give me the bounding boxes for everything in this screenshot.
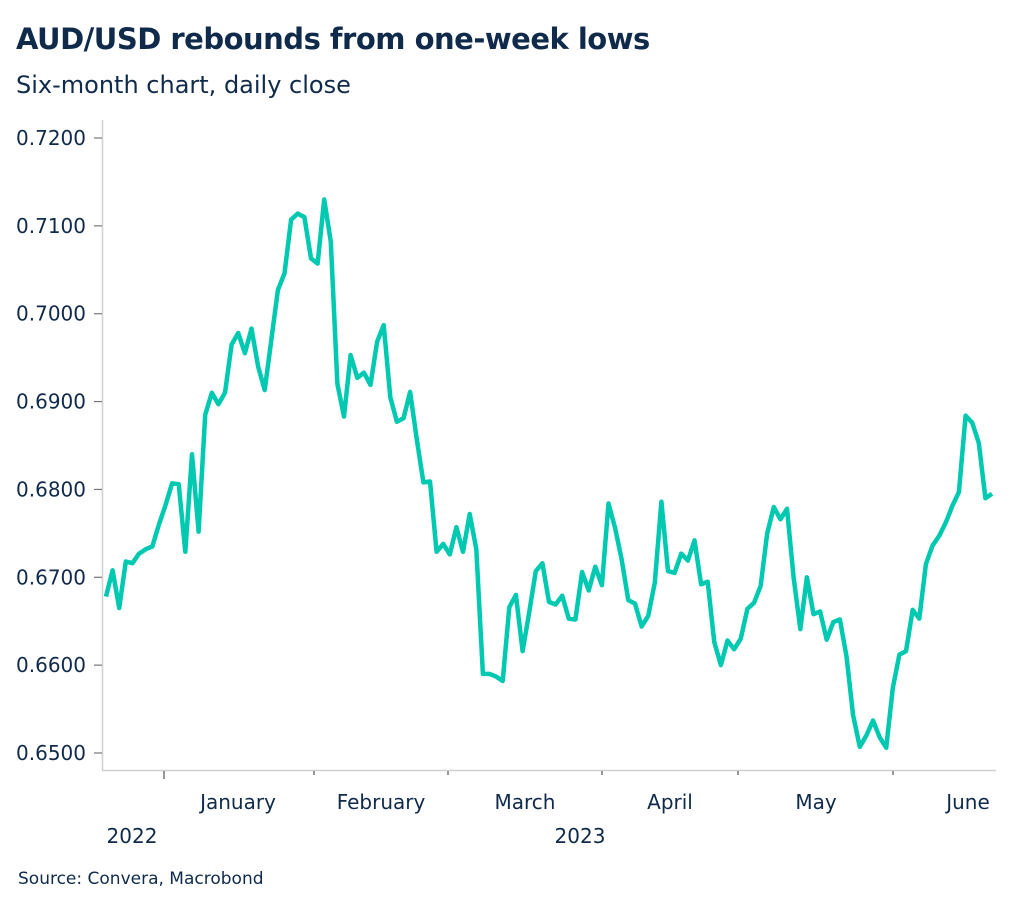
y-tick-label: 0.6700 xyxy=(16,565,86,589)
x-tick-label-march: March xyxy=(495,790,556,814)
x-tick-label-june: June xyxy=(944,790,990,814)
x-axis-ticks xyxy=(163,771,894,779)
x-tick-label-february: February xyxy=(337,790,426,814)
y-tick-label: 0.6900 xyxy=(16,390,86,414)
y-tick-label: 0.6600 xyxy=(16,653,86,677)
chart-title: AUD/USD rebounds from one-week lows xyxy=(16,22,650,56)
x-tick-label-may: May xyxy=(795,790,837,814)
x-axis-labels: January February March April May June 20… xyxy=(107,790,990,848)
series-line-audusd xyxy=(103,197,994,750)
y-tick-label: 0.7000 xyxy=(16,302,86,326)
source-note: Source: Convera, Macrobond xyxy=(18,869,264,889)
x-year-label-2022: 2022 xyxy=(107,824,158,848)
y-axis-ticks: 0.7200 0.7100 0.7000 0.6900 0.6800 0.6700 0.66… xyxy=(16,126,102,765)
chart-subtitle: Six-month chart, daily close xyxy=(16,71,351,99)
series-points xyxy=(106,199,992,747)
y-tick-label: 0.7200 xyxy=(16,126,86,150)
y-tick-label: 0.6500 xyxy=(16,741,86,765)
x-tick-label-january: January xyxy=(198,790,276,814)
y-tick-label: 0.6800 xyxy=(16,477,86,501)
x-tick-label-april: April xyxy=(647,790,693,814)
x-year-label-2023: 2023 xyxy=(555,824,606,848)
y-tick-label: 0.7100 xyxy=(16,214,86,238)
